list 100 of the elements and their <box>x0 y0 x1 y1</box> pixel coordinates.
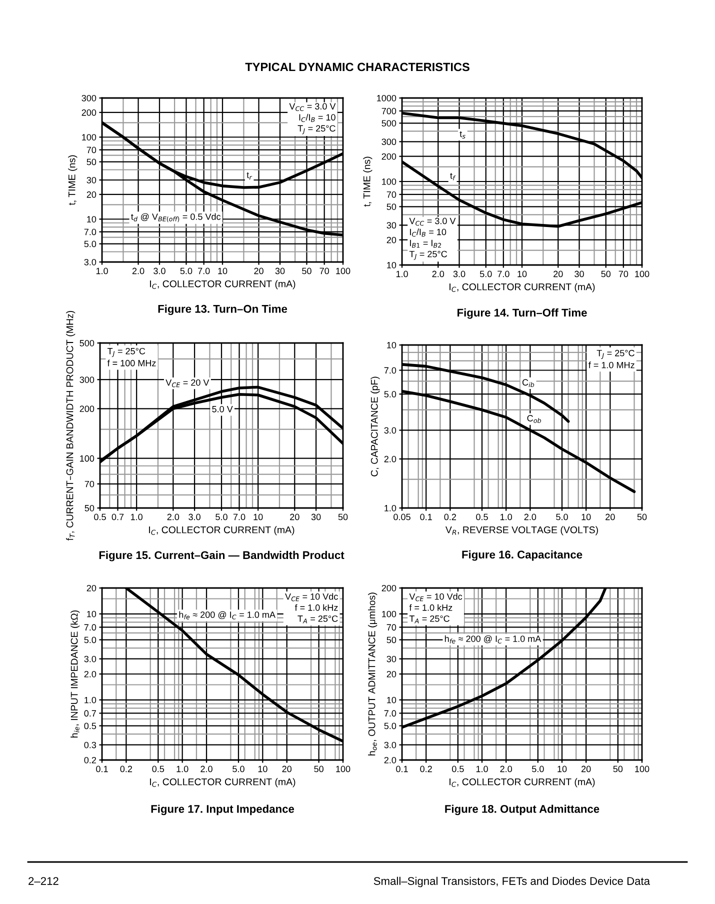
y-tick-label: 200 <box>382 584 396 592</box>
x-tick-label: 2.0 <box>200 766 212 772</box>
y-tick-label: 0.2 <box>84 756 96 764</box>
y-tick-label: 7.0 <box>84 228 96 236</box>
x-tick-label: 1.0 <box>130 514 142 520</box>
x-tick-label: 10 <box>258 766 268 772</box>
x-tick-label: 1.0 <box>476 766 488 772</box>
annotation: C$_{ib}$ <box>522 379 534 388</box>
x-tick-label: 1.0 <box>96 268 108 274</box>
x-tick-label: 20 <box>582 766 591 772</box>
text: Figure 18. Output Admittance <box>445 804 600 816</box>
y-tick-label: 30 <box>386 222 396 229</box>
annotation: h$_{fe}$ ≈ 200 @ I$_{C}$ = 1.0 mA <box>179 611 276 620</box>
y-tick-label: 10 <box>387 262 396 268</box>
y-tick-label: 2.0 <box>84 670 96 678</box>
y-axis-title: h$_{ie}$, INPUT IMPEDANCE (kΩ) <box>70 610 80 738</box>
annotation: t$_{s}$ <box>460 131 466 139</box>
x-tick-label: 50 <box>338 514 348 520</box>
y-tick-label: 10 <box>387 696 396 704</box>
x-axis-title: I$_{C}$, COLLECTOR CURRENT (mA) <box>149 526 294 536</box>
x-tick-label: 7.0 <box>498 270 510 278</box>
text: Figure 14. Turn–Off Time <box>458 308 587 319</box>
x-tick-label: 1.0 <box>500 514 512 520</box>
y-tick-label: 10 <box>387 342 396 348</box>
y-tick-label: 300 <box>82 94 96 102</box>
y-tick-label: 5.0 <box>84 240 96 248</box>
text: 2–212 <box>28 877 58 885</box>
x-tick-label: 100 <box>336 766 350 772</box>
y-tick-label: 2.0 <box>384 456 396 462</box>
x-tick-label: 0.5 <box>152 766 164 772</box>
y-tick-label: 100 <box>82 134 96 140</box>
annotation: C$_{ob}$ <box>527 415 541 423</box>
x-tick-label: 100 <box>635 270 650 278</box>
x-tick-label: 50 <box>637 514 647 520</box>
text: Figure 13. Turn–On Time <box>158 304 288 316</box>
y-tick-label: 20 <box>386 670 396 678</box>
x-tick-label: 1.0 <box>176 766 188 772</box>
y-tick-label: 1.0 <box>84 696 96 704</box>
y-axis-title: C, CAPACITANCE (pF) <box>370 376 380 476</box>
x-tick-label: 3.0 <box>154 268 166 274</box>
y-tick-label: 0.7 <box>84 710 96 717</box>
text: Figure 15. Current–Gain — Bandwidth Product <box>99 550 344 562</box>
x-tick-label: 50 <box>613 766 623 772</box>
text: Figure 16. Capacitance <box>462 550 582 561</box>
x-tick-label: 50 <box>302 268 312 274</box>
x-tick-label: 0.5 <box>94 514 106 520</box>
x-axis-title: I$_{C}$, COLLECTOR CURRENT (mA) <box>150 778 296 788</box>
annotation: V$_{CE}$ = 10 Vdc f = 1.0 kHz T$_{A}$ = 25°C <box>409 593 462 624</box>
y-tick-label: 200 <box>80 406 94 412</box>
text: V$_{CC}$ = 3.0 V I$_{C}$/I$_{B}$ = 10 T$_{J}$ = 25°C <box>289 103 336 134</box>
x-tick-label: 10 <box>558 766 567 772</box>
x-tick-label: 100 <box>336 268 350 274</box>
y-tick-label: 3.0 <box>84 258 96 266</box>
y-tick-label: 500 <box>80 340 94 346</box>
y-tick-label: 10 <box>87 216 96 222</box>
x-tick-label: 0.05 <box>394 514 410 520</box>
annotation: t$_{f}$ <box>450 172 456 180</box>
y-tick-label: 500 <box>382 120 396 126</box>
y-tick-label: 700 <box>382 108 396 114</box>
annotation: 5.0 V <box>212 406 233 412</box>
x-tick-label: 3.0 <box>453 270 466 278</box>
y-tick-label: 2.0 <box>384 756 396 764</box>
annotation: V$_{CE}$ = 10 Vdc f = 1.0 kHz T$_{A}$ = 25°C <box>285 593 338 624</box>
text: V$_{CC}$ = 3.0 V I$_{C}$/I$_{B}$ = 10 I$_{B1}$ = I$_{B2}$ T$_{J}$ = 25°C <box>409 218 456 260</box>
y-tick-label: 20 <box>386 236 396 244</box>
x-tick-label: 70 <box>618 270 628 278</box>
y-tick-label: 5.0 <box>84 636 96 644</box>
x-tick-label: 100 <box>635 766 650 772</box>
y-tick-label: 70 <box>386 624 396 631</box>
annotation: h$_{fe}$ ≈ 200 @ I$_{C}$ = 1.0 mA <box>444 635 542 644</box>
x-tick-label: 5.0 <box>532 766 544 772</box>
x-tick-label: 2.0 <box>524 514 536 520</box>
x-tick-label: 5.0 <box>556 514 568 520</box>
y-tick-label: 7.0 <box>384 710 396 717</box>
y-tick-label: 7.0 <box>384 367 396 374</box>
x-tick-label: 0.1 <box>420 514 432 520</box>
x-tick-label: 10 <box>254 514 263 520</box>
x-tick-label: 1.0 <box>396 270 408 278</box>
x-tick-label: 2.0 <box>132 268 144 274</box>
y-tick-label: 70 <box>86 146 96 154</box>
text: Small–Signal Transistors, FETs and Diodes Device Data <box>374 876 650 888</box>
y-tick-label: 300 <box>382 138 396 146</box>
x-tick-label: 20 <box>554 270 563 278</box>
x-tick-label: 7.0 <box>233 514 246 520</box>
x-axis-title: I$_{C}$, COLLECTOR CURRENT (mA) <box>150 280 296 290</box>
x-tick-label: 0.2 <box>420 766 432 772</box>
x-tick-label: 2.0 <box>167 514 180 520</box>
x-tick-label: 0.2 <box>120 766 132 772</box>
y-tick-label: 1.0 <box>384 504 396 512</box>
y-axis-title: t, TIME (ns) <box>68 155 78 206</box>
y-tick-label: 5.0 <box>384 722 396 730</box>
x-tick-label: 5.0 <box>232 766 244 772</box>
annotation: T$_{J}$ = 25°C f = 100 MHz <box>107 348 156 366</box>
y-tick-label: 100 <box>382 178 396 185</box>
x-tick-label: 0.5 <box>452 766 464 772</box>
x-tick-label: 10 <box>582 514 591 520</box>
x-tick-label: 0.2 <box>444 514 456 520</box>
x-tick-label: 20 <box>606 514 615 520</box>
y-tick-label: 7.0 <box>84 624 96 631</box>
x-tick-label: 20 <box>290 514 300 520</box>
